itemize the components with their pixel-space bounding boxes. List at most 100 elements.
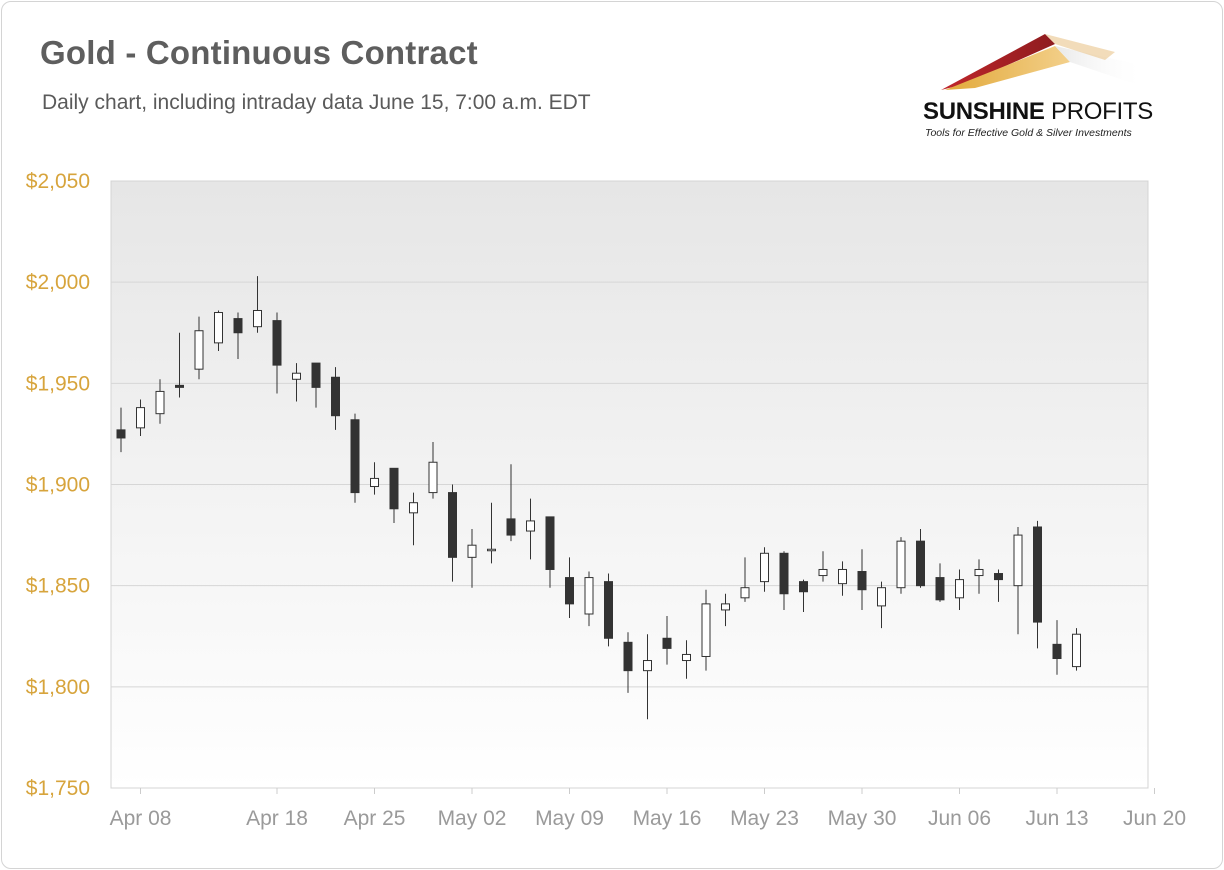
candle-down: [565, 557, 574, 619]
candle-body: [214, 312, 223, 344]
candle-down: [994, 569, 1003, 602]
candle-up: [370, 462, 379, 495]
candle-body: [487, 548, 496, 552]
candle-up: [292, 363, 301, 402]
x-tick-label: May 30: [828, 807, 897, 830]
candle-up: [721, 593, 730, 627]
candle-body: [955, 579, 964, 599]
candle-down: [272, 312, 282, 394]
candle-body: [467, 544, 477, 558]
candle-body: [623, 641, 633, 672]
candle-down: [1052, 620, 1062, 675]
candle-body: [877, 587, 886, 607]
candle-body: [1033, 526, 1042, 623]
logo-name: SUNSHINE PROFITS: [923, 98, 1153, 125]
candle-down: [175, 332, 184, 398]
candle-body: [994, 573, 1003, 581]
candle-down: [389, 467, 399, 523]
candle-body: [116, 429, 126, 439]
candle-down: [1033, 520, 1042, 649]
y-tick-label: $2,000: [26, 271, 90, 294]
candle-body: [701, 603, 711, 657]
x-tick-label: May 09: [535, 807, 604, 830]
candle-body: [682, 653, 691, 662]
candle-up: [214, 310, 223, 351]
candle-up: [584, 571, 594, 627]
candle-body: [584, 577, 594, 615]
x-tick-label: Jun 13: [1025, 807, 1088, 830]
candle-down: [662, 616, 672, 665]
candle-up: [155, 379, 165, 424]
candle-up: [409, 492, 418, 546]
chart-title: Gold - Continuous Contract: [40, 34, 478, 71]
candle-body: [272, 320, 282, 366]
candle-down: [935, 563, 945, 602]
grid-lines: [111, 281, 1148, 688]
y-tick-label: $1,950: [26, 372, 90, 395]
candle-body: [818, 568, 828, 577]
candle-body: [974, 568, 984, 577]
x-axis: Apr 08 Apr 18 Apr 25 May 02 May 09 May 16 May …: [110, 788, 1186, 830]
candle-down: [604, 573, 613, 647]
candle-down: [506, 464, 516, 542]
candle-body: [760, 552, 769, 583]
y-tick-label: $2,050: [26, 170, 90, 193]
candle-body: [896, 540, 906, 589]
candle-body: [526, 520, 535, 532]
candle-body: [292, 372, 301, 380]
candle-body: [428, 461, 438, 494]
candle-body: [643, 660, 652, 672]
candle-body: [389, 467, 399, 510]
candle-up: [526, 498, 535, 560]
candle-down: [779, 551, 789, 610]
x-tick-label: Jun 20: [1123, 807, 1186, 830]
candle-up: [896, 537, 906, 594]
candle-up: [487, 502, 496, 564]
candle-body: [740, 587, 750, 599]
chart-subtitle: Daily chart, including intraday data Jun…: [42, 91, 591, 114]
x-tick-label: Apr 08: [110, 807, 172, 830]
candle-down: [623, 632, 633, 693]
candle-body: [194, 330, 204, 370]
candle-body: [545, 516, 555, 570]
candle-body: [935, 577, 945, 601]
candle-body: [916, 540, 925, 587]
candle-down: [857, 549, 867, 610]
candle-body: [857, 571, 867, 591]
candle-up: [194, 316, 204, 380]
x-tick-label: Apr 25: [344, 807, 406, 830]
candle-body: [1052, 643, 1062, 660]
candle-body: [409, 502, 418, 514]
candle-body: [838, 568, 847, 585]
candle-down: [916, 529, 925, 588]
candle-down: [448, 484, 457, 582]
candle-body: [779, 552, 789, 595]
x-tick-label: Jun 06: [928, 807, 991, 830]
logo-swoosh-icon: [941, 34, 1145, 90]
logo-tagline: Tools for Effective Gold & Silver Invest…: [925, 127, 1132, 139]
candle-body: [370, 477, 379, 488]
candle-body: [136, 407, 145, 429]
y-tick-label: $1,900: [26, 474, 90, 497]
candle-body: [311, 362, 321, 388]
candle-down: [545, 516, 555, 588]
candle-down: [331, 367, 340, 430]
sunshine-profits-logo: SUNSHINE PROFITS Tools for Effective Gol…: [905, 24, 1205, 164]
candles: [116, 276, 1081, 720]
candle-down: [116, 407, 126, 453]
y-axis: $1,750 $1,800 $1,850 $1,900 $1,950 $2,000 $2,0…: [26, 170, 90, 800]
candle-body: [350, 419, 360, 494]
candle-body: [253, 309, 262, 328]
x-tick-label: May 23: [730, 807, 799, 830]
candle-up: [818, 551, 828, 582]
candle-up: [253, 276, 262, 333]
y-tick-label: $1,800: [26, 676, 90, 699]
candle-up: [701, 589, 711, 671]
y-tick-label: $1,850: [26, 575, 90, 598]
candle-body: [506, 518, 516, 536]
candle-body: [448, 492, 457, 558]
candle-body: [565, 577, 574, 605]
x-tick-label: May 16: [633, 807, 702, 830]
candle-up: [740, 557, 750, 602]
